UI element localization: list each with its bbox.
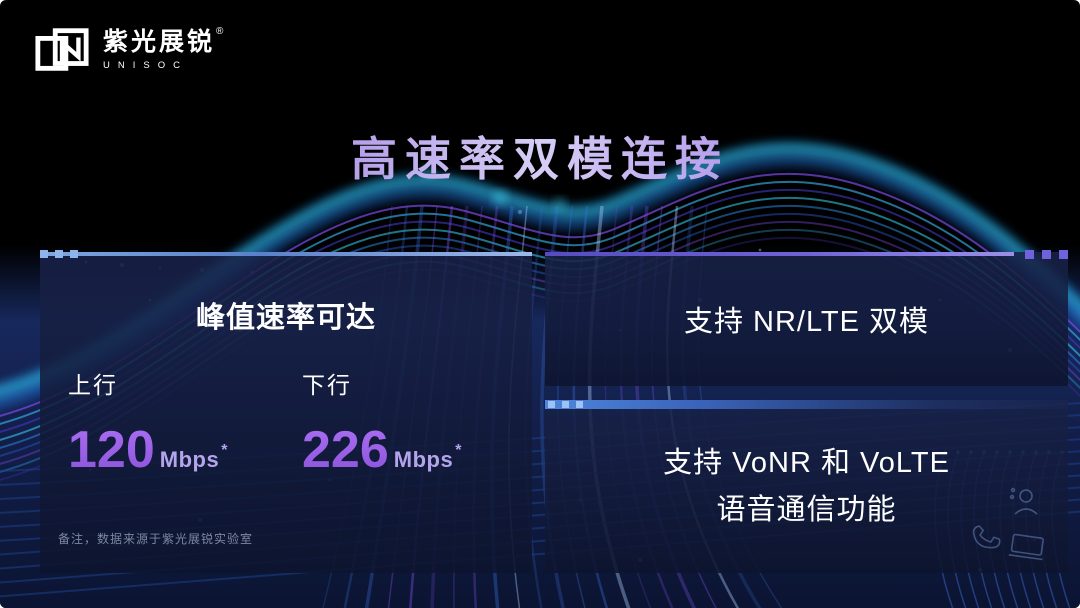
registered-mark: ® (216, 26, 224, 37)
nr-lte-text: 支持 NR/LTE 双模 (683, 306, 930, 338)
data-source-footnote: 备注，数据来源于紫光展锐实验室 (58, 532, 254, 546)
accent-square (576, 401, 583, 408)
peak-rate-heading: 峰值速率可达 (195, 302, 376, 334)
accent-square (40, 250, 48, 258)
uplink-label: 上行 (68, 372, 118, 398)
accent-square (562, 401, 569, 408)
panel-accent-line (40, 252, 532, 256)
accent-square (1025, 250, 1034, 259)
accent-square (70, 250, 78, 258)
brand-name-cn: 紫光展锐 (103, 28, 216, 56)
accent-square (548, 401, 555, 408)
phone-icon (972, 525, 1001, 549)
panel-accent-line (545, 400, 1068, 409)
panel-accent-line (545, 252, 1014, 256)
rate-columns: 上行 120 Mbps * 下行 226 Mbps * (68, 366, 516, 476)
downlink-footnote-mark: * (455, 442, 462, 459)
downlink-label: 下行 (302, 372, 352, 398)
uplink-value: 120 (68, 421, 155, 479)
uplink-column: 上行 120 Mbps * (68, 366, 302, 476)
brand-name-en: UNISOC (103, 60, 188, 71)
accent-square (1059, 250, 1068, 259)
user-icon (1009, 487, 1038, 515)
downlink-column: 下行 226 Mbps * (302, 366, 461, 476)
accent-square (1042, 250, 1051, 259)
uplink-unit: Mbps (159, 447, 220, 472)
brand-logo: 紫光展锐® UNISOC (34, 24, 223, 81)
nr-lte-panel: 支持 NR/LTE 双模 (545, 250, 1068, 386)
voice-panel: 支持 VoNR 和 VoLTE 语音通信功能 (545, 400, 1068, 573)
voice-text-line2: 语音通信功能 (716, 494, 897, 526)
voice-text-line1: 支持 VoNR 和 VoLTE (663, 447, 950, 479)
uplink-footnote-mark: * (221, 442, 228, 459)
unisoc-logo-icon (34, 24, 90, 81)
voice-decor-icons (968, 482, 1054, 569)
downlink-value: 226 (302, 421, 389, 479)
downlink-unit: Mbps (393, 447, 454, 472)
page-title: 高速率双模连接 (0, 123, 1080, 189)
accent-square (55, 250, 63, 258)
peak-rate-panel: 峰值速率可达 上行 120 Mbps * 下行 226 Mbps * 备注，数据… (40, 250, 532, 573)
laptop-icon (1008, 533, 1044, 561)
